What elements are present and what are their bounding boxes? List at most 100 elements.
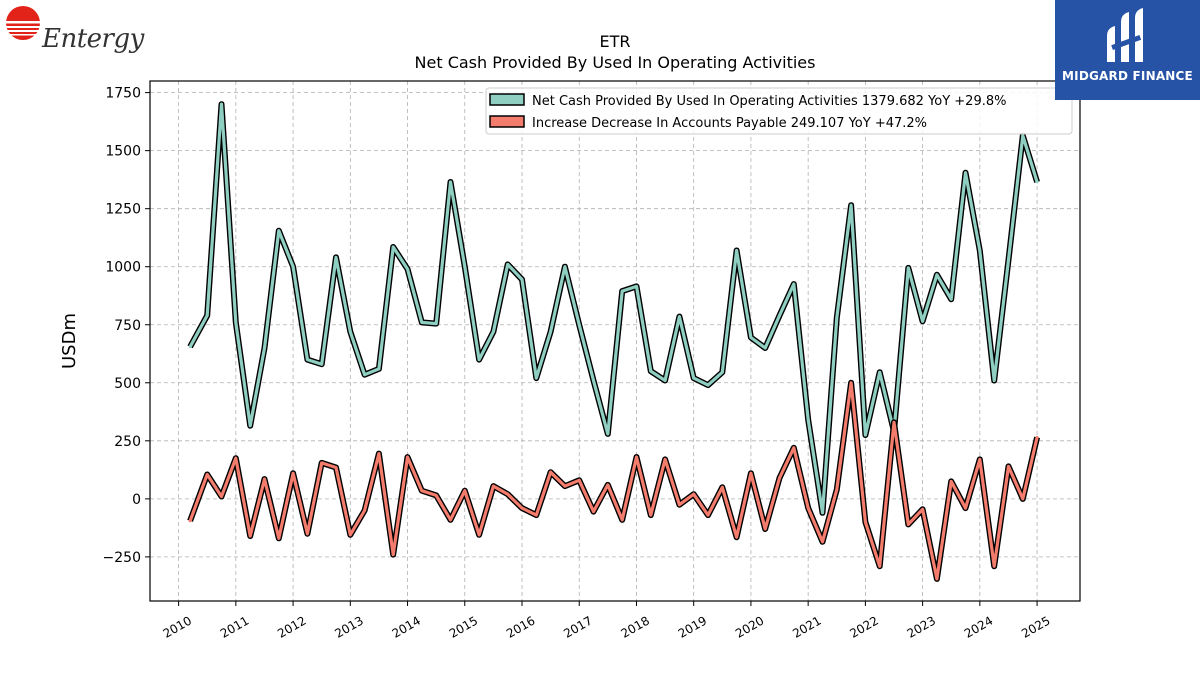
legend-swatch-accounts-payable [489,115,525,128]
series-net-cash-point [1021,134,1025,138]
series-accounts-payable-point [534,513,538,517]
series-net-cash-point [420,321,424,324]
x-tick-label: 2012 [275,613,308,640]
series-net-cash-point [306,358,309,361]
series-accounts-payable-point [577,478,581,482]
y-tick-label: 1500 [105,144,141,160]
series-accounts-payable-point [935,577,939,581]
legend-label-accounts-payable: Increase Decrease In Accounts Payable 24… [532,116,927,131]
series-accounts-payable-point [835,488,839,491]
series-net-cash-point [449,180,452,184]
y-tick-label: 250 [114,434,141,450]
series-accounts-payable-point [320,461,324,465]
y-tick-label: 0 [132,492,141,508]
series-accounts-payable-point [520,506,524,510]
plot-frame [149,80,1081,602]
midgard-finance-logo: MIDGARD FINANCE [1055,0,1200,100]
series-net-cash-point [577,323,581,327]
series-net-cash-point [964,171,967,175]
series-accounts-payable-point [449,518,452,522]
series-net-cash-point [492,330,495,334]
legend: Net Cash Provided By Used In Operating A… [485,87,1073,135]
series-net-cash-point [878,370,882,374]
series-accounts-payable-point [778,476,781,480]
series-net-cash-point [220,102,223,106]
y-tick-label: 1250 [105,202,141,218]
series-net-cash-point [835,316,839,320]
series-net-cash-point [248,424,252,428]
entergy-wordmark: Entergy [42,24,144,54]
x-tick-label: 2022 [847,613,880,640]
series-accounts-payable-point [792,446,796,450]
series [187,101,1041,582]
series-accounts-payable-point [492,484,495,488]
x-tick-label: 2018 [619,613,652,640]
series-net-cash-point [277,229,281,233]
series-net-cash-point [978,249,982,252]
series-accounts-payable-point [620,518,624,522]
x-tick-label: 2017 [561,613,594,640]
x-tick-label: 2016 [504,613,537,640]
series-accounts-payable-point [992,564,996,568]
entergy-logo: Entergy [4,4,144,56]
y-tick-label: 750 [114,318,141,334]
series-accounts-payable-point [735,535,738,539]
series-accounts-payable-point [592,510,595,513]
series-accounts-payable-point [549,470,552,474]
series-accounts-payable-point [434,494,438,497]
series-net-cash-point [949,297,953,301]
series-accounts-payable-point [205,473,209,476]
series-net-cash-point [320,362,324,366]
series-net-cash-point [706,383,710,387]
series-net-cash-point [606,432,610,436]
series-accounts-payable-point [649,513,653,517]
x-tick-label: 2010 [161,613,194,640]
x-tick-label: 2015 [447,613,480,640]
legend-box [485,87,1073,135]
series-net-cash-point [749,336,753,339]
series-accounts-payable-point [606,483,610,487]
series-accounts-payable-point [921,507,924,511]
series-net-cash-point [205,314,209,317]
series-net-cash-point [563,265,567,269]
series-net-cash-point [506,263,510,266]
series-accounts-payable-point [291,471,295,475]
x-tick-label: 2014 [390,613,423,640]
series-accounts-payable-point [878,564,882,568]
series-accounts-payable-point [821,540,824,544]
series-accounts-payable-point [635,455,638,459]
series-net-cash-point [692,376,696,380]
series-net-cash-point [234,321,238,324]
series-accounts-payable-point [506,492,510,496]
series-accounts-payable-point [1007,465,1010,468]
series-net-cash-point [1035,180,1039,184]
series-net-cash-point [592,379,595,382]
series-net-cash-line [188,102,1039,515]
series-net-cash-point [906,266,910,270]
series-net-cash-point [291,265,295,269]
series-net-cash-point [763,346,767,350]
y-axis-label: USDm [59,313,80,369]
series-net-cash-point [720,370,724,374]
series-accounts-payable-point [849,381,853,385]
series-accounts-payable-point [706,513,710,517]
chart-title: ETR [600,32,631,51]
series-accounts-payable-point [234,456,238,460]
series-accounts-payable-point [263,477,266,481]
series-accounts-payable-point [563,484,567,488]
series-net-cash-point [620,289,624,293]
y-tick-label: 1750 [105,86,141,102]
series-net-cash-point [992,379,996,382]
series-accounts-payable-point [220,495,223,498]
series-net-cash-point [463,265,467,269]
x-tick-label: 2023 [905,613,938,640]
series-accounts-payable-point [306,532,309,536]
series-net-cash-point [821,511,824,515]
series-accounts-payable-point [678,503,681,507]
series-net-cash-point [663,379,667,382]
series-net-cash-point [348,330,352,334]
midgard-emblem-icon [1107,8,1143,62]
x-tick-label: 2020 [733,613,766,640]
series-net-cash-point [849,203,853,207]
series-net-cash-point [806,418,810,422]
